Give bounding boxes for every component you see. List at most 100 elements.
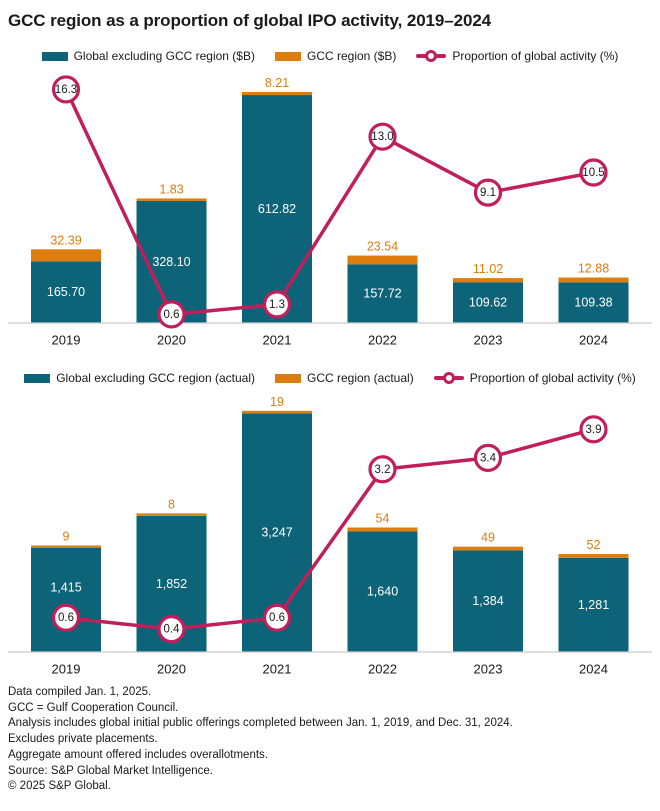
proportion-marker-2023 [473, 443, 503, 472]
bar-swatch-icon [274, 51, 301, 61]
proportion-marker-2019 [51, 603, 81, 632]
bar-global-2024 [558, 282, 629, 323]
x-axis-label-2020: 2020 [157, 333, 186, 348]
proportion-value-label-2022: 13.0 [371, 131, 393, 143]
proportion-value-label-2021: 0.6 [269, 612, 285, 624]
legend-item: GCC region (actual) [274, 371, 414, 385]
x-axis-label-2023: 2023 [474, 333, 503, 348]
proportion-value-label-2020: 0.4 [164, 624, 181, 636]
proportion-value-label-2021: 1.3 [269, 299, 285, 311]
chart-title: GCC region as a proportion of global IPO… [8, 11, 492, 30]
proportion-line [64, 87, 596, 317]
bar-gcc-2024 [558, 554, 629, 558]
bar-gcc-2021 [242, 410, 312, 414]
global-value-label-2019: 165.70 [47, 285, 85, 299]
footnote-line: © 2025 S&P Global. [8, 780, 111, 793]
proportion-marker-2022 [368, 122, 397, 151]
gcc-value-label-2020: 8 [168, 497, 175, 511]
top-chart-dollar-volume: 32.39 165.70 1.83 328.10 8.21 612.82 23.54 157.… [8, 75, 652, 348]
legend-item: Proportion of global activity (%) [433, 371, 636, 385]
footnote-line: Source: S&P Global Market Intelligence. [8, 764, 213, 777]
gcc-value-label-2024: 12.88 [578, 262, 609, 276]
proportion-value-label-2020: 0.6 [164, 309, 180, 321]
x-axis-label-2023: 2023 [474, 662, 503, 677]
legend-label: Global excluding GCC region (actual) [56, 371, 255, 385]
bar-gcc-2019 [31, 545, 101, 548]
proportion-line [64, 427, 596, 631]
global-value-label-2020: 1,852 [156, 577, 187, 591]
gcc-value-label-2023: 11.02 [473, 262, 503, 276]
x-axis-label-2022: 2022 [368, 662, 397, 677]
line-marker-icon [433, 372, 464, 384]
footnote-line: Aggregate amount offered includes overal… [8, 748, 268, 761]
gcc-value-label-2022: 23.54 [367, 240, 398, 254]
bar-swatch-icon [41, 51, 68, 61]
bar-global-2019 [31, 547, 101, 652]
proportion-marker-2021 [262, 603, 292, 632]
proportion-marker-2024 [579, 158, 608, 187]
gcc-value-label-2022: 54 [376, 511, 390, 525]
bar-global-2022 [347, 531, 418, 652]
proportion-value-label-2024: 10.5 [582, 167, 604, 179]
bar-gcc-2021 [242, 91, 312, 96]
line-dot-icon [425, 50, 438, 62]
bar-swatch-icon [24, 373, 51, 383]
bar-gcc-2019 [31, 249, 101, 262]
global-value-label-2022: 157.72 [363, 287, 401, 301]
global-value-label-2022: 1,640 [367, 585, 398, 599]
bar-global-2021 [242, 95, 312, 323]
proportion-value-label-2024: 3.9 [586, 424, 602, 436]
proportion-value-label-2019: 0.6 [58, 612, 74, 624]
x-axis-label-2019: 2019 [52, 333, 81, 348]
legend-label: Proportion of global activity (%) [469, 371, 636, 385]
global-value-label-2019: 1,415 [50, 581, 81, 595]
global-value-label-2021: 612.82 [258, 202, 296, 216]
legend-bottom-chart: Global excluding GCC region (actual) GCC … [0, 371, 660, 385]
bar-gcc-2020 [136, 513, 207, 516]
global-value-label-2020: 328.10 [152, 255, 190, 269]
footnotes: Data compiled Jan. 1, 2025. GCC = Gulf C… [0, 685, 660, 795]
line-dot-icon [442, 372, 455, 384]
legend-label: GCC region (actual) [306, 371, 414, 385]
proportion-marker-2020 [157, 615, 186, 644]
bar-global-2022 [347, 264, 418, 323]
proportion-marker-2020 [157, 300, 186, 329]
proportion-value-label-2023: 9.1 [480, 187, 496, 199]
legend-label: GCC region ($B) [306, 49, 397, 63]
x-axis-label-2024: 2024 [579, 662, 608, 677]
bar-gcc-2023 [453, 278, 523, 283]
bar-global-2019 [31, 261, 101, 323]
proportion-marker-2021 [262, 290, 292, 319]
global-value-label-2024: 109.38 [574, 296, 612, 310]
bottom-chart-deal-count: 9 1,415 8 1,852 19 3,247 54 1,640 49 1,384 52 1,281… [8, 395, 652, 677]
bar-gcc-2024 [558, 277, 629, 283]
legend-item: Global excluding GCC region (actual) [24, 371, 255, 385]
x-axis-label-2021: 2021 [263, 662, 292, 677]
bar-gcc-2022 [347, 255, 418, 265]
x-axis-label-2019: 2019 [52, 662, 81, 677]
gcc-value-label-2021: 8.21 [265, 76, 289, 90]
proportion-marker-2023 [473, 178, 503, 207]
footnote-line: Data compiled Jan. 1, 2025. [8, 686, 152, 698]
legend-label: Global excluding GCC region ($B) [73, 49, 255, 63]
gcc-value-label-2023: 49 [481, 531, 495, 545]
bar-global-2023 [453, 550, 523, 652]
line-marker-icon [416, 50, 447, 62]
bar-swatch-icon [274, 373, 301, 383]
legend-item: Global excluding GCC region ($B) [41, 49, 255, 63]
global-value-label-2023: 1,384 [472, 594, 503, 608]
proportion-marker-2022 [368, 455, 397, 484]
global-value-label-2023: 109.62 [469, 296, 507, 310]
bar-global-2023 [453, 282, 523, 323]
x-axis-label-2020: 2020 [157, 662, 186, 677]
footnote-line: GCC = Gulf Cooperation Council. [8, 701, 179, 714]
proportion-value-label-2022: 3.2 [375, 464, 391, 476]
proportion-value-label-2019: 16.3 [55, 84, 77, 96]
bar-gcc-2020 [136, 198, 207, 201]
x-axis-label-2021: 2021 [263, 333, 292, 348]
legend-item: Proportion of global activity (%) [416, 49, 618, 63]
footnote-line: Excludes private placements. [8, 733, 158, 746]
bar-global-2024 [558, 557, 629, 652]
footnote-line: Analysis includes global initial public … [8, 717, 513, 730]
